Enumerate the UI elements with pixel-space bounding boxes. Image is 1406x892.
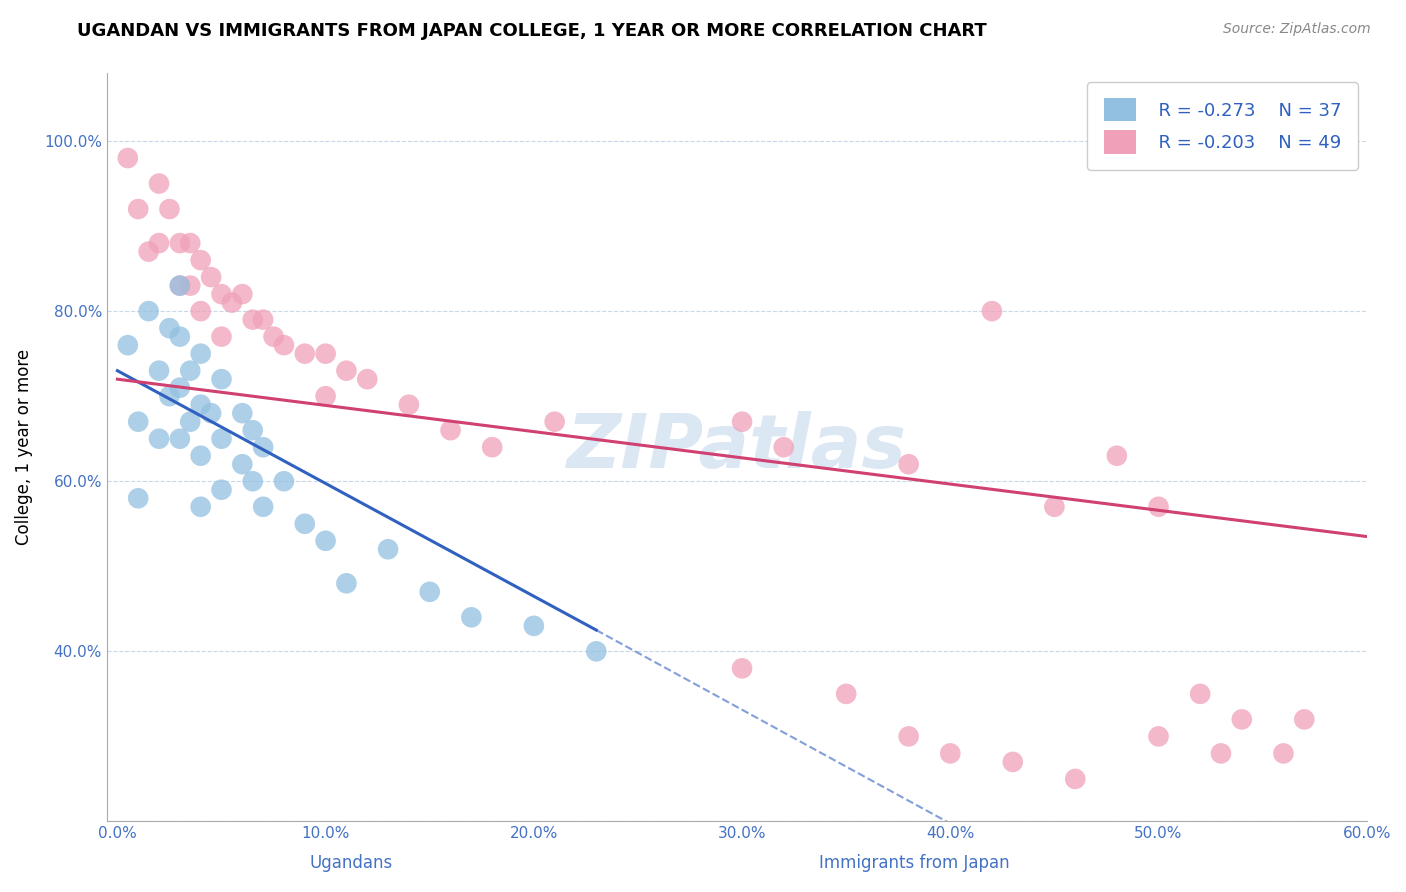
Point — [148, 236, 170, 251]
Legend:   R = -0.273    N = 37,   R = -0.203    N = 49: R = -0.273 N = 37, R = -0.203 N = 49 — [1087, 82, 1358, 170]
Point — [148, 177, 170, 191]
Point — [897, 457, 920, 471]
Point — [543, 415, 565, 429]
Point — [169, 278, 191, 293]
Point — [252, 440, 274, 454]
Text: Source: ZipAtlas.com: Source: ZipAtlas.com — [1223, 22, 1371, 37]
Point — [179, 415, 201, 429]
Text: Immigrants from Japan: Immigrants from Japan — [818, 855, 1010, 872]
Point — [138, 244, 160, 259]
Point — [190, 398, 212, 412]
Point — [190, 253, 212, 268]
Point — [211, 329, 233, 343]
Point — [1294, 712, 1316, 726]
Point — [231, 287, 253, 301]
Point — [460, 610, 482, 624]
Point — [211, 372, 233, 386]
Point — [981, 304, 1004, 318]
Y-axis label: College, 1 year or more: College, 1 year or more — [15, 349, 32, 545]
Text: Ugandans: Ugandans — [309, 855, 394, 872]
Point — [1209, 747, 1232, 761]
Point — [398, 398, 420, 412]
Point — [148, 364, 170, 378]
Point — [211, 287, 233, 301]
Point — [200, 270, 222, 285]
Point — [294, 516, 316, 531]
Point — [138, 304, 160, 318]
Point — [731, 661, 754, 675]
Point — [231, 457, 253, 471]
Point — [169, 432, 191, 446]
Point — [127, 491, 149, 506]
Point — [897, 730, 920, 744]
Point — [148, 432, 170, 446]
Point — [939, 747, 962, 761]
Point — [263, 329, 285, 343]
Point — [242, 312, 264, 326]
Point — [1189, 687, 1212, 701]
Point — [273, 475, 295, 489]
Point — [315, 389, 337, 403]
Text: UGANDAN VS IMMIGRANTS FROM JAPAN COLLEGE, 1 YEAR OR MORE CORRELATION CHART: UGANDAN VS IMMIGRANTS FROM JAPAN COLLEGE… — [77, 22, 987, 40]
Point — [221, 295, 243, 310]
Point — [481, 440, 503, 454]
Point — [169, 329, 191, 343]
Point — [377, 542, 399, 557]
Point — [231, 406, 253, 420]
Point — [273, 338, 295, 352]
Point — [731, 415, 754, 429]
Point — [127, 415, 149, 429]
Point — [169, 278, 191, 293]
Point — [1064, 772, 1087, 786]
Point — [315, 346, 337, 360]
Point — [835, 687, 858, 701]
Point — [169, 236, 191, 251]
Point — [252, 312, 274, 326]
Point — [252, 500, 274, 514]
Point — [1147, 730, 1170, 744]
Point — [190, 500, 212, 514]
Point — [179, 278, 201, 293]
Point — [523, 619, 546, 633]
Point — [335, 364, 357, 378]
Point — [1147, 500, 1170, 514]
Point — [211, 432, 233, 446]
Point — [585, 644, 607, 658]
Point — [242, 475, 264, 489]
Point — [419, 584, 441, 599]
Text: ZIPatlas: ZIPatlas — [567, 410, 907, 483]
Point — [1272, 747, 1295, 761]
Point — [1105, 449, 1128, 463]
Point — [1043, 500, 1066, 514]
Point — [1230, 712, 1253, 726]
Point — [211, 483, 233, 497]
Point — [1001, 755, 1024, 769]
Point — [242, 423, 264, 437]
Point — [439, 423, 461, 437]
Point — [200, 406, 222, 420]
Point — [335, 576, 357, 591]
Point — [117, 151, 139, 165]
Point — [159, 202, 181, 216]
Point — [190, 346, 212, 360]
Point — [169, 381, 191, 395]
Point — [772, 440, 794, 454]
Point — [315, 533, 337, 548]
Point — [179, 364, 201, 378]
Point — [190, 304, 212, 318]
Point — [127, 202, 149, 216]
Point — [159, 321, 181, 335]
Point — [190, 449, 212, 463]
Point — [159, 389, 181, 403]
Point — [356, 372, 378, 386]
Point — [179, 236, 201, 251]
Point — [294, 346, 316, 360]
Point — [117, 338, 139, 352]
